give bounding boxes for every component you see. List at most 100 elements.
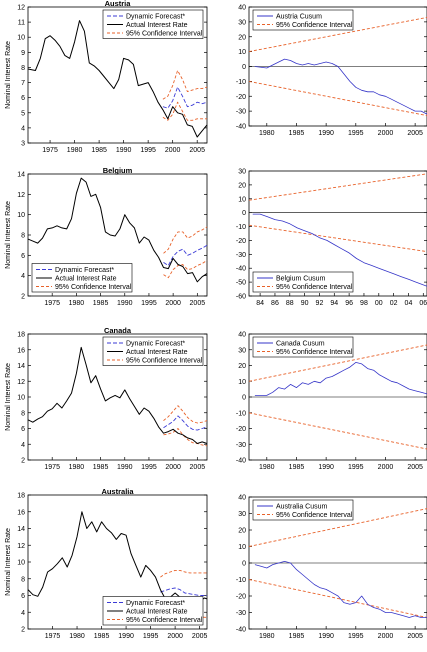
y-tick-label: 18 <box>17 332 25 339</box>
x-tick-label: 1980 <box>69 633 85 640</box>
y-tick-label: 5 <box>21 110 25 117</box>
y-tick-label: 14 <box>17 526 25 533</box>
y-axis-label: Nominal Interest Rate <box>5 41 12 109</box>
legend-box <box>252 336 354 358</box>
x-tick-label: 1980 <box>259 130 275 137</box>
legend-entry: 95% Confidence Interval <box>276 22 353 29</box>
y-tick-label: -10 <box>236 224 246 231</box>
x-tick-label: 1995 <box>348 464 364 471</box>
chart-title: Belgium <box>103 166 133 175</box>
x-tick-label: 2000 <box>167 633 183 640</box>
y-tick-label: 0 <box>242 395 246 402</box>
ci-upper-line <box>160 569 207 578</box>
legend-entry: Actual Interest Rate <box>55 276 117 283</box>
x-tick-label: 86 <box>271 300 279 307</box>
y-tick-label: 10 <box>238 379 246 386</box>
y-tick-label: -10 <box>236 410 246 417</box>
y-tick-label: 8 <box>21 65 25 72</box>
x-tick-label: 1995 <box>348 633 364 640</box>
y-tick-label: -10 <box>236 577 246 584</box>
y-tick-label: 0 <box>242 561 246 568</box>
legend-entry: Dynamic Forecast* <box>55 267 114 274</box>
actual-rate-line <box>27 511 208 602</box>
cusum-line <box>254 561 427 618</box>
y-tick-label: 10 <box>17 560 25 567</box>
x-tick-label: 1985 <box>94 633 110 640</box>
legend: Dynamic Forecast*Actual Interest Rate95%… <box>102 9 204 39</box>
x-tick-label: 2005 <box>192 633 208 640</box>
legend-entry: Australia Cusum <box>276 504 328 511</box>
y-tick-label: 2 <box>21 294 25 301</box>
legend: Dynamic Forecast*Actual Interest Rate95%… <box>102 336 204 366</box>
ci-upper-line <box>248 508 427 547</box>
chart-title: Australia <box>101 487 134 496</box>
x-tick-label: 2000 <box>165 300 181 307</box>
x-tick-label: 1980 <box>67 147 83 154</box>
y-tick-label: 10 <box>238 196 246 203</box>
chart-title: Canada <box>104 326 132 335</box>
x-tick-label: 1990 <box>117 300 133 307</box>
ci-upper-line <box>248 173 427 201</box>
y-tick-label: 6 <box>21 593 25 600</box>
y-tick-label: -50 <box>236 280 246 287</box>
x-tick-label: 1985 <box>91 147 107 154</box>
y-tick-label: 40 <box>238 5 246 12</box>
ci-upper-line <box>248 16 427 53</box>
x-tick-label: 2005 <box>189 147 205 154</box>
cusum-line <box>252 213 427 287</box>
y-tick-label: 30 <box>238 511 246 518</box>
legend: Dynamic Forecast*Actual Interest Rate95%… <box>31 263 133 293</box>
y-tick-label: -20 <box>236 238 246 245</box>
actual-rate-line <box>27 177 208 283</box>
forecast-line <box>160 587 207 596</box>
x-tick-label: 1995 <box>348 130 364 137</box>
x-tick-label: 92 <box>316 300 324 307</box>
y-tick-label: 40 <box>238 495 246 502</box>
y-tick-label: -40 <box>236 458 246 465</box>
x-tick-label: 84 <box>256 300 264 307</box>
panel-5: -40 -30 -20 -10 0 10 20 30 40 1980 1985 1990 1995 200… <box>236 332 427 471</box>
y-tick-label: 6 <box>21 253 25 260</box>
legend-entry: Actual Interest Rate <box>126 609 188 616</box>
y-tick-label: 10 <box>17 212 25 219</box>
legend-entry: Dynamic Forecast* <box>126 341 185 348</box>
y-tick-label: 10 <box>17 395 25 402</box>
x-tick-label: 2000 <box>378 464 394 471</box>
y-tick-label: 2 <box>21 627 25 634</box>
y-axis-label: Nominal Interest Rate <box>5 528 12 596</box>
panel-2: 2 4 6 8 10 12 14 1975 1980 1985 1990 1995 2000 2005 Be… <box>5 166 208 307</box>
y-tick-label: -30 <box>236 252 246 259</box>
x-tick-label: 1975 <box>44 300 60 307</box>
y-tick-label: 14 <box>17 172 25 179</box>
y-tick-label: -40 <box>236 266 246 273</box>
y-tick-label: 12 <box>17 379 25 386</box>
y-tick-label: 16 <box>17 347 25 354</box>
y-tick-label: 20 <box>238 34 246 41</box>
y-tick-label: 11 <box>18 20 25 27</box>
chart-title: Austria <box>105 0 132 8</box>
y-tick-label: 0 <box>242 210 246 217</box>
panel-3: -60 -50 -40 -30 -20 -10 0 10 20 30 84 86 88 90 92 94 96 9… <box>236 169 427 307</box>
panel-1: -40 -30 -20 -10 0 10 20 30 40 1980 1985 1990 1995 200… <box>236 5 427 137</box>
legend-entry: 95% Confidence Interval <box>126 358 203 365</box>
legend-entry: 95% Confidence Interval <box>126 31 203 38</box>
x-tick-label: 1990 <box>117 464 133 471</box>
x-tick-label: 2005 <box>190 464 206 471</box>
x-tick-label: 1995 <box>141 300 157 307</box>
y-axis-label: Nominal Interest Rate <box>5 201 12 269</box>
y-tick-label: -20 <box>236 426 246 433</box>
x-tick-label: 04 <box>405 300 413 307</box>
y-tick-label: 30 <box>238 169 246 176</box>
x-tick-label: 1990 <box>116 147 132 154</box>
y-tick-label: -20 <box>236 94 246 101</box>
x-tick-label: 1980 <box>69 464 85 471</box>
ci-lower-line <box>163 428 208 447</box>
ci-upper-line <box>163 405 208 424</box>
ci-lower-line <box>248 579 427 618</box>
y-tick-label: 8 <box>21 233 25 240</box>
x-tick-label: 2000 <box>378 633 394 640</box>
x-tick-label: 02 <box>390 300 398 307</box>
ci-lower-line <box>162 101 207 121</box>
